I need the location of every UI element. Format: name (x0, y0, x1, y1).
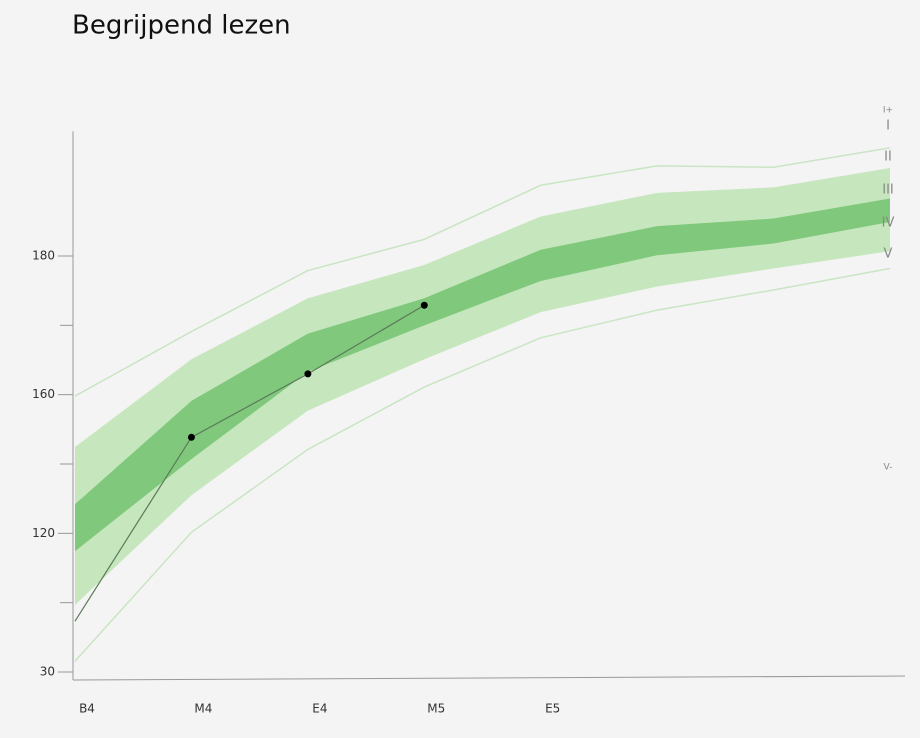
score-point (420, 301, 428, 309)
y-tick-label: 160 (32, 387, 55, 401)
light-band (75, 167, 890, 605)
chart-title: Begrijpend lezen (72, 11, 291, 41)
x-tick-label: M5 (427, 702, 445, 716)
y-tick-label: 180 (32, 249, 55, 263)
band-label: III (882, 183, 894, 198)
x-tick-label: E4 (312, 702, 327, 716)
score-line (74, 304, 425, 622)
y-tick-label: 30 (40, 665, 55, 679)
y-tick-label: 120 (32, 526, 55, 540)
band-label: V (884, 247, 893, 262)
dark-band (75, 198, 890, 552)
boundary-line (74, 267, 891, 662)
x-tick-label: E5 (545, 702, 560, 716)
band-label: I (886, 119, 890, 134)
boundary-line (74, 147, 891, 397)
band-label: II (884, 150, 892, 165)
x-tick-label: M4 (194, 702, 212, 716)
band-label: IV (882, 216, 895, 231)
x-axis (72, 675, 906, 681)
band-label: V- (884, 463, 893, 473)
score-point (304, 370, 312, 378)
band-label: I+ (883, 106, 893, 116)
score-point (187, 433, 195, 441)
x-tick-label: B4 (79, 702, 95, 716)
